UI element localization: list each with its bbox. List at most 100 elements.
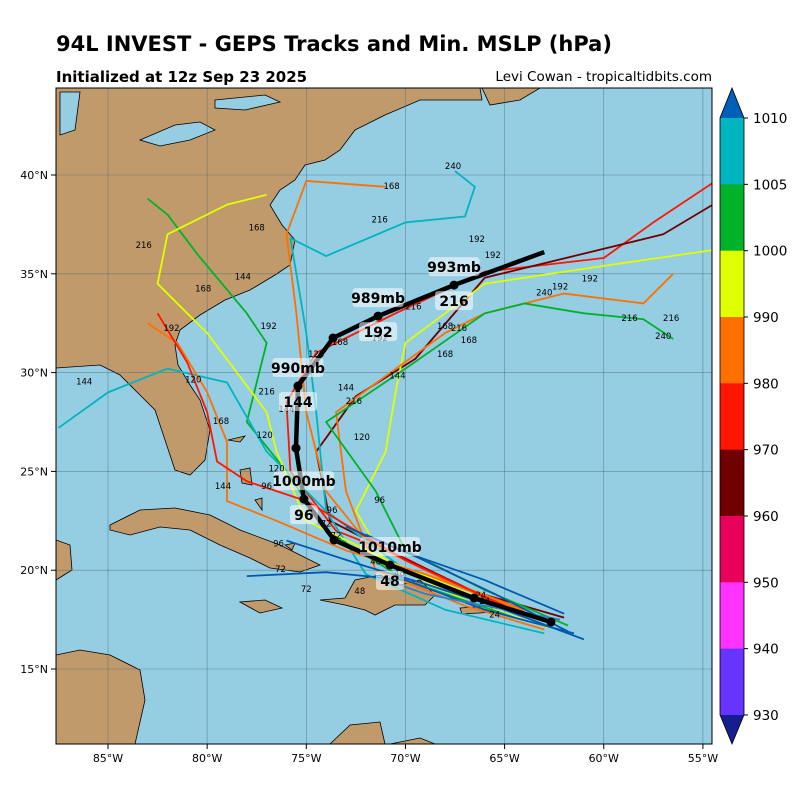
chart-title: 94L INVEST - GEPS Tracks and Min. MSLP (… bbox=[56, 32, 612, 56]
mean-hour-label: 48 bbox=[380, 574, 399, 590]
colorbar-tick-label: 940 bbox=[753, 642, 779, 658]
lat-tick-label: 40°N bbox=[20, 169, 48, 182]
colorbar-tick-label: 1000 bbox=[753, 244, 787, 260]
colorbar-tick-label: 970 bbox=[753, 443, 779, 459]
colorbar-segment bbox=[720, 250, 744, 318]
hour-label-bg bbox=[289, 505, 318, 525]
hour-label: 216 bbox=[346, 397, 362, 407]
hour-label: 48 bbox=[354, 587, 365, 597]
credit: Levi Cowan - tropicaltidbits.com bbox=[495, 69, 712, 85]
jamaica bbox=[238, 599, 284, 614]
mean-track-point bbox=[546, 617, 556, 627]
hour-label: 192 bbox=[552, 283, 568, 293]
mslp-label: 1010mb bbox=[358, 540, 422, 556]
lon-tick-label: 80°W bbox=[192, 752, 222, 765]
hour-label: 144 bbox=[235, 273, 251, 283]
hour-label: 96 bbox=[374, 496, 385, 506]
cuba bbox=[109, 507, 322, 573]
hour-label: 72 bbox=[275, 565, 286, 575]
gridlines bbox=[56, 88, 712, 744]
hour-label: 216 bbox=[372, 215, 388, 225]
hour-label: 72 bbox=[321, 520, 332, 530]
mean-track-point bbox=[291, 443, 301, 453]
mslp-label-bg bbox=[359, 537, 420, 557]
hour-label: 216 bbox=[621, 314, 637, 324]
colorbar-segment bbox=[720, 118, 744, 185]
mslp-label: 1000mb bbox=[272, 474, 336, 490]
mean-track-point bbox=[449, 280, 459, 290]
mslp-label: 989mb bbox=[351, 291, 405, 307]
hour-label: 96 bbox=[327, 506, 338, 516]
hour-label: 216 bbox=[451, 324, 467, 334]
colorbar-segment bbox=[720, 449, 744, 517]
mean-track-point bbox=[293, 381, 303, 391]
mean-track-point bbox=[373, 311, 383, 321]
hour-label: 120 bbox=[257, 431, 273, 441]
mslp-label-bg bbox=[272, 358, 324, 378]
lake bbox=[59, 91, 282, 147]
mean-hour-label: 216 bbox=[439, 294, 468, 310]
colorbar-tick-label: 950 bbox=[753, 575, 779, 591]
colorbar-segment bbox=[720, 582, 744, 650]
ensemble-track bbox=[156, 193, 496, 605]
colorbar-segment bbox=[720, 515, 744, 583]
colorbar-tick-label: 990 bbox=[753, 310, 779, 326]
hour-label: 192 bbox=[469, 235, 485, 245]
hour-label: 168 bbox=[383, 182, 399, 192]
hour-label: 144 bbox=[389, 372, 405, 382]
hour-label: 216 bbox=[259, 387, 275, 397]
hour-label: 168 bbox=[249, 223, 265, 233]
colorbar-tick-label: 960 bbox=[753, 509, 779, 525]
lon-tick-label: 60°W bbox=[589, 752, 619, 765]
mean-track-point bbox=[299, 494, 309, 504]
hour-label: 168 bbox=[332, 338, 348, 348]
hour-label: 168 bbox=[437, 322, 453, 332]
mslp-label: 990mb bbox=[271, 361, 325, 377]
hour-label: 48 bbox=[370, 557, 381, 567]
lon-tick-label: 75°W bbox=[291, 752, 321, 765]
colorbar-under-triangle bbox=[720, 714, 744, 744]
mslp-label-bg bbox=[352, 288, 404, 308]
hour-label: 144 bbox=[338, 383, 354, 393]
hour-label: 216 bbox=[663, 314, 679, 324]
colorbar-over-triangle bbox=[720, 88, 744, 118]
hour-label: 192 bbox=[163, 324, 179, 334]
mean-track-point bbox=[329, 535, 339, 545]
colorbar-tick-label: 980 bbox=[753, 376, 779, 392]
mslp-label-bg bbox=[273, 471, 334, 491]
hour-label: 168 bbox=[437, 350, 453, 360]
south-america bbox=[329, 721, 436, 744]
hour-label: 216 bbox=[405, 302, 421, 312]
hour-label: 240 bbox=[536, 289, 552, 299]
ensemble-track bbox=[286, 539, 585, 641]
hour-label: 120 bbox=[185, 375, 201, 385]
hour-label: 24 bbox=[489, 611, 500, 621]
bahamas bbox=[227, 435, 296, 551]
hour-label: 168 bbox=[195, 285, 211, 295]
hour-label: 240 bbox=[445, 162, 461, 172]
colorbar-tick-label: 1005 bbox=[753, 177, 787, 193]
hour-label: 144 bbox=[76, 377, 92, 387]
colorbar-segment bbox=[720, 184, 744, 252]
init-time: Initialized at 12z Sep 23 2025 bbox=[56, 68, 308, 86]
colorbar-segment bbox=[720, 383, 744, 451]
lat-tick-label: 15°N bbox=[20, 663, 48, 676]
mean-track-point bbox=[328, 333, 338, 343]
central-america bbox=[56, 649, 146, 744]
lat-tick-label: 20°N bbox=[20, 564, 48, 577]
hour-label: 168 bbox=[213, 417, 229, 427]
colorbar: 930 940 950 960 970 980 990 1000 1005 1010 bbox=[719, 86, 787, 746]
hour-label: 24 bbox=[475, 591, 486, 601]
mslp-label-bg bbox=[428, 257, 480, 277]
mslp-label: 993mb bbox=[427, 260, 481, 276]
hour-label: 120 bbox=[308, 350, 324, 360]
hour-label: 240 bbox=[655, 332, 671, 342]
hour-label: 120 bbox=[354, 433, 370, 443]
mean-track-point bbox=[469, 593, 479, 603]
mean-hour-label: 96 bbox=[294, 508, 313, 524]
hour-label: 120 bbox=[268, 464, 284, 474]
axis-ticks: 85°W 80°W 75°W 70°W 65°W 60°W 55°W 40°N 35°N 30°N… bbox=[20, 169, 718, 765]
ensemble-track bbox=[246, 571, 575, 635]
nova-scotia bbox=[481, 88, 541, 106]
